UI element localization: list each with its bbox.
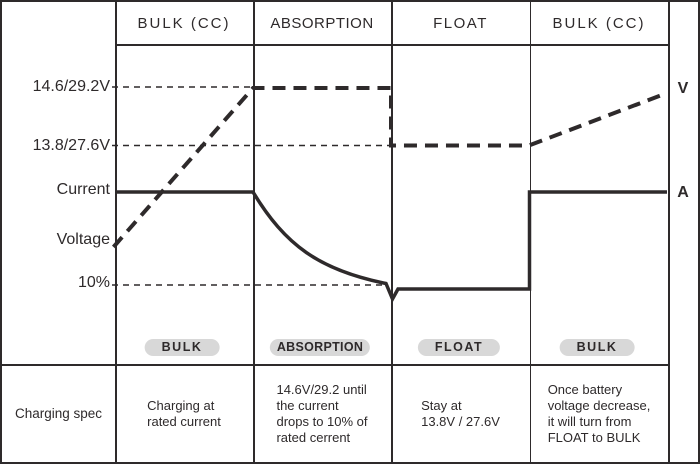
axis-label-float-voltage: 13.8/27.6V [32, 137, 110, 154]
spec-cell-absorption: 14.6V/29.2 until the current drops to 10… [253, 366, 391, 463]
stage-header-bulk-2: BULK (CC) [552, 14, 646, 32]
axis-unit-volts: V [677, 80, 689, 97]
axis-label-current: Current [56, 181, 110, 198]
stage-header-absorption: ABSORPTION [270, 14, 374, 32]
axis-unit-amps: A [677, 184, 689, 201]
stage-header-bulk-1: BULK (CC) [137, 14, 231, 32]
column-separator [668, 2, 670, 462]
stage-pill-bulk-1: BULK [144, 339, 220, 356]
axis-label-voltage: Voltage [56, 231, 110, 248]
spec-cell-float: Stay at 13.8V / 27.6V [391, 366, 530, 463]
column-separator [529, 2, 531, 462]
spec-text-bulk-1: Charging at rated current [147, 398, 221, 429]
spec-cell-bulk-1: Charging at rated current [115, 366, 253, 463]
spec-row-label-text: Charging spec [14, 406, 103, 421]
spec-row-separator [2, 364, 669, 366]
stage-header-float: FLOAT [433, 14, 488, 32]
spec-text-bulk-2: Once battery voltage decrease, it will t… [547, 382, 651, 445]
header-row-separator [115, 44, 669, 46]
spec-text-float: Stay at 13.8V / 27.6V [421, 398, 500, 429]
column-separator [115, 2, 117, 462]
stage-pill-bulk-2: BULK [559, 339, 635, 356]
spec-cell-bulk-2: Once battery voltage decrease, it will t… [530, 366, 668, 463]
column-separator [253, 2, 255, 462]
spec-row-label: Charging spec [2, 366, 115, 463]
axis-label-absorption-voltage: 14.6/29.2V [32, 78, 110, 95]
stage-pill-absorption: ABSORPTION [269, 339, 371, 356]
stage-pill-float: FLOAT [417, 339, 501, 356]
spec-text-absorption: 14.6V/29.2 until the current drops to 10… [276, 382, 368, 445]
current-curve [115, 190, 667, 304]
column-separator [391, 2, 393, 462]
axis-label-10-percent: 10% [77, 274, 110, 291]
